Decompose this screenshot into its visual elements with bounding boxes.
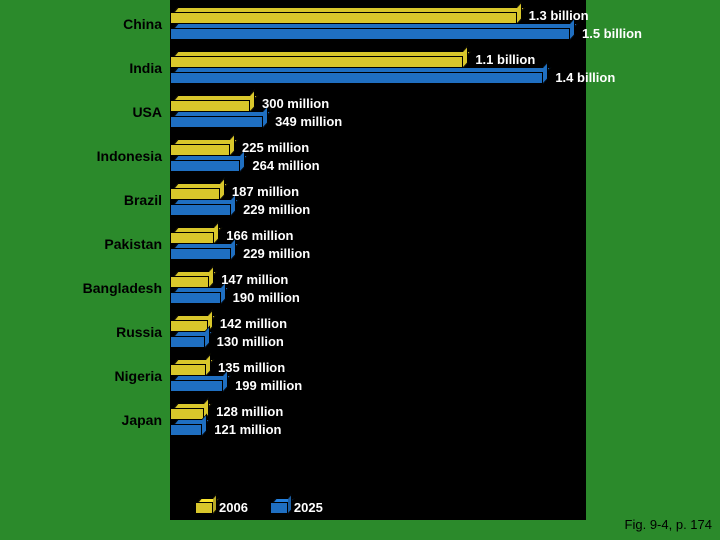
value-label-2006: 142 million: [220, 316, 287, 331]
country-label: Bangladesh: [2, 280, 162, 296]
country-row: Russia 142 million 130 million: [0, 314, 720, 358]
bar-y2025: [170, 248, 231, 260]
legend-label-2006: 2006: [219, 500, 248, 515]
legend-label-2025: 2025: [294, 500, 323, 515]
bar-y2025: [170, 160, 240, 172]
value-label-2006: 166 million: [226, 228, 293, 243]
legend-item-2025: 2025: [270, 500, 323, 515]
value-label-2025: 199 million: [235, 378, 302, 393]
value-label-2025: 1.5 billion: [582, 26, 642, 41]
value-label-2006: 187 million: [232, 184, 299, 199]
country-label: Nigeria: [2, 368, 162, 384]
value-label-2025: 349 million: [275, 114, 342, 129]
value-label-2025: 121 million: [214, 422, 281, 437]
bar-y2025: [170, 72, 543, 84]
country-row: China 1.3 billion 1.5 billion: [0, 6, 720, 50]
swatch-2006: [195, 502, 213, 514]
country-row: USA 300 million 349 million: [0, 94, 720, 138]
swatch-2025: [270, 502, 288, 514]
bar-y2025: [170, 116, 263, 128]
value-label-2006: 1.3 billion: [529, 8, 589, 23]
value-label-2025: 229 million: [243, 246, 310, 261]
bar-y2025: [170, 292, 221, 304]
country-label: Brazil: [2, 192, 162, 208]
country-label: China: [2, 16, 162, 32]
figure-caption: Fig. 9-4, p. 174: [625, 517, 712, 532]
country-label: Japan: [2, 412, 162, 428]
country-label: Russia: [2, 324, 162, 340]
country-row: Japan 128 million 121 million: [0, 402, 720, 446]
value-label-2006: 128 million: [216, 404, 283, 419]
value-label-2025: 130 million: [217, 334, 284, 349]
value-label-2006: 1.1 billion: [475, 52, 535, 67]
value-label-2006: 135 million: [218, 360, 285, 375]
value-label-2025: 190 million: [233, 290, 300, 305]
legend-item-2006: 2006: [195, 500, 248, 515]
country-row: Brazil 187 million 229 million: [0, 182, 720, 226]
value-label-2006: 300 million: [262, 96, 329, 111]
country-row: India 1.1 billion 1.4 billion: [0, 50, 720, 94]
country-label: USA: [2, 104, 162, 120]
country-row: Nigeria 135 million 199 million: [0, 358, 720, 402]
value-label-2006: 147 million: [221, 272, 288, 287]
bar-y2025: [170, 204, 231, 216]
value-label-2025: 264 million: [252, 158, 319, 173]
country-row: Indonesia 225 million 264 million: [0, 138, 720, 182]
country-label: Pakistan: [2, 236, 162, 252]
country-row: Pakistan 166 million 229 million: [0, 226, 720, 270]
country-label: India: [2, 60, 162, 76]
country-row: Bangladesh 147 million 190 million: [0, 270, 720, 314]
bar-y2025: [170, 28, 570, 40]
value-label-2006: 225 million: [242, 140, 309, 155]
legend: 2006 2025: [195, 500, 323, 515]
value-label-2025: 1.4 billion: [555, 70, 615, 85]
country-label: Indonesia: [2, 148, 162, 164]
bar-y2025: [170, 424, 202, 436]
value-label-2025: 229 million: [243, 202, 310, 217]
bar-y2025: [170, 336, 205, 348]
bar-y2025: [170, 380, 223, 392]
